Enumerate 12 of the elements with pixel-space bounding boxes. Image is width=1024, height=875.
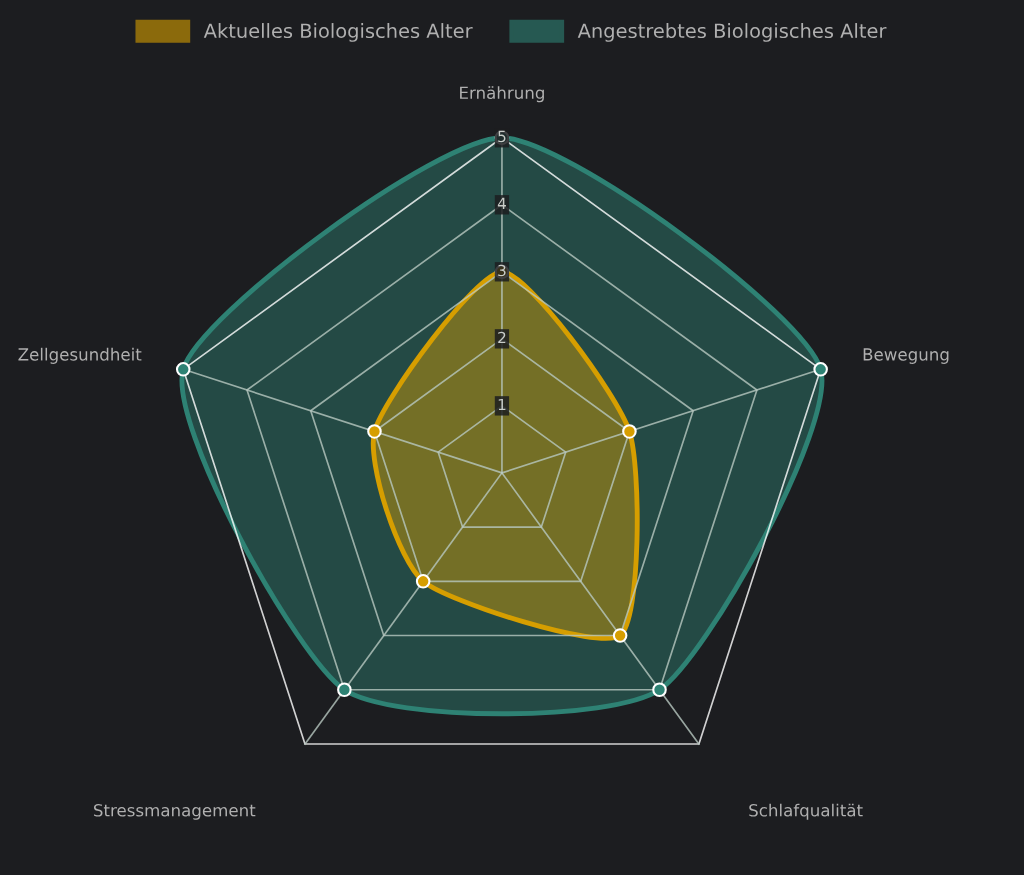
- spoke-label: Schlafqualität: [749, 803, 863, 820]
- spoke-label: Stressmanagement: [93, 803, 256, 820]
- y-tick-label: 4: [497, 197, 506, 209]
- y-tick-label: 3: [498, 264, 506, 277]
- spoke-label: Bewegung: [863, 348, 949, 364]
- y-tick-label: 1: [498, 398, 506, 411]
- y-tick-label: 2: [498, 331, 506, 344]
- spoke-label: Ernährung: [460, 86, 544, 103]
- legend-label: Angestrebtes Biologisches Alter: [577, 23, 887, 42]
- legend-label: Aktuelles Biologisches Alter: [203, 23, 473, 42]
- spoke-label: Zellgesundheit: [18, 347, 142, 364]
- y-tick-label: 5: [498, 130, 506, 143]
